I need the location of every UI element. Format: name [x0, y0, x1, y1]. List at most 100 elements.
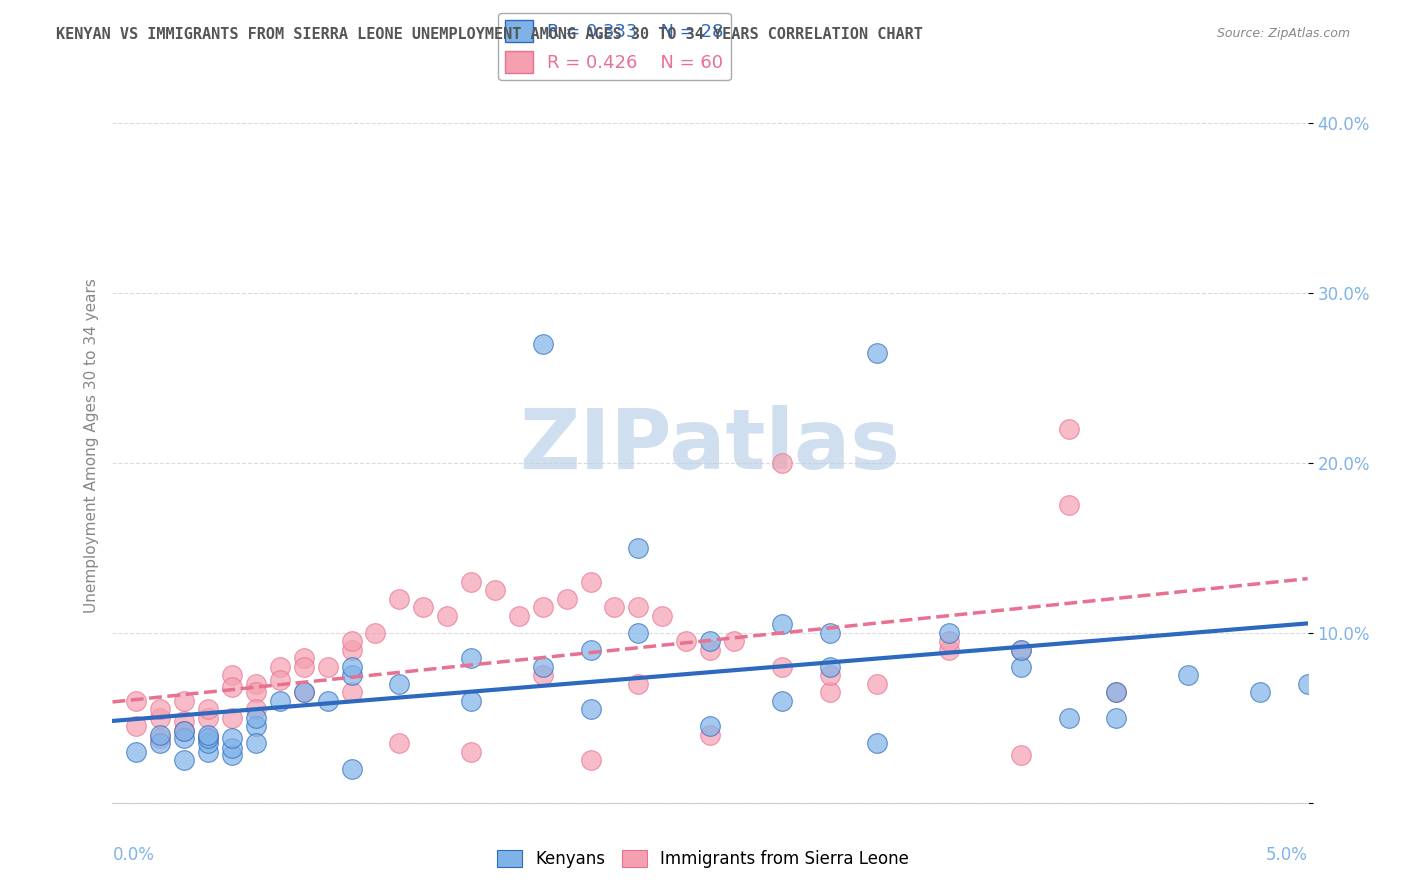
Point — [531, 600, 554, 615]
Point — [173, 724, 195, 739]
Point — [627, 541, 650, 555]
Point — [197, 731, 219, 746]
Point — [938, 634, 960, 648]
Legend: R = 0.333    N = 28, R = 0.426    N = 60: R = 0.333 N = 28, R = 0.426 N = 60 — [498, 12, 731, 80]
Point — [531, 668, 554, 682]
Point — [149, 736, 172, 750]
Point — [699, 728, 721, 742]
Point — [1010, 660, 1032, 674]
Point — [173, 731, 195, 746]
Text: Source: ZipAtlas.com: Source: ZipAtlas.com — [1216, 27, 1350, 40]
Point — [269, 660, 291, 674]
Point — [484, 583, 506, 598]
Point — [292, 685, 315, 699]
Text: ZIPatlas: ZIPatlas — [520, 406, 900, 486]
Point — [818, 660, 841, 674]
Point — [770, 660, 793, 674]
Point — [292, 660, 315, 674]
Point — [1057, 711, 1080, 725]
Point — [388, 677, 411, 691]
Point — [245, 677, 267, 691]
Point — [173, 714, 195, 729]
Point — [125, 719, 148, 733]
Point — [245, 685, 267, 699]
Point — [221, 731, 243, 746]
Text: KENYAN VS IMMIGRANTS FROM SIERRA LEONE UNEMPLOYMENT AMONG AGES 30 TO 34 YEARS CO: KENYAN VS IMMIGRANTS FROM SIERRA LEONE U… — [56, 27, 924, 42]
Text: 5.0%: 5.0% — [1265, 846, 1308, 863]
Point — [699, 634, 721, 648]
Point — [1010, 643, 1032, 657]
Point — [197, 736, 219, 750]
Point — [1057, 422, 1080, 436]
Point — [508, 608, 530, 623]
Point — [173, 724, 195, 739]
Point — [245, 719, 267, 733]
Point — [627, 600, 650, 615]
Point — [1057, 499, 1080, 513]
Point — [699, 719, 721, 733]
Point — [221, 668, 243, 682]
Point — [245, 702, 267, 716]
Point — [149, 728, 172, 742]
Point — [292, 651, 315, 665]
Point — [269, 673, 291, 688]
Point — [269, 694, 291, 708]
Text: 0.0%: 0.0% — [112, 846, 155, 863]
Point — [627, 626, 650, 640]
Point — [292, 685, 315, 699]
Point — [221, 748, 243, 763]
Point — [340, 660, 363, 674]
Point — [1249, 685, 1271, 699]
Point — [1105, 685, 1128, 699]
Point — [866, 345, 889, 359]
Point — [818, 668, 841, 682]
Point — [699, 643, 721, 657]
Point — [149, 711, 172, 725]
Point — [173, 694, 195, 708]
Point — [818, 626, 841, 640]
Point — [316, 694, 339, 708]
Point — [770, 456, 793, 470]
Point — [579, 753, 602, 767]
Point — [245, 711, 267, 725]
Point — [1105, 685, 1128, 699]
Point — [460, 651, 482, 665]
Point — [364, 626, 387, 640]
Point — [460, 574, 482, 589]
Point — [866, 736, 889, 750]
Point — [197, 711, 219, 725]
Point — [555, 591, 578, 606]
Point — [388, 591, 411, 606]
Point — [149, 731, 172, 746]
Point — [938, 643, 960, 657]
Point — [531, 337, 554, 351]
Point — [340, 668, 363, 682]
Point — [1105, 711, 1128, 725]
Point — [149, 702, 172, 716]
Point — [603, 600, 626, 615]
Point — [125, 694, 148, 708]
Point — [197, 731, 219, 746]
Legend: Kenyans, Immigrants from Sierra Leone: Kenyans, Immigrants from Sierra Leone — [491, 843, 915, 875]
Point — [340, 685, 363, 699]
Point — [173, 753, 195, 767]
Point — [245, 736, 267, 750]
Point — [1010, 643, 1032, 657]
Point — [579, 574, 602, 589]
Point — [125, 745, 148, 759]
Point — [340, 762, 363, 776]
Point — [1177, 668, 1199, 682]
Point — [1010, 748, 1032, 763]
Point — [579, 702, 602, 716]
Point — [579, 643, 602, 657]
Point — [340, 643, 363, 657]
Point — [412, 600, 434, 615]
Point — [651, 608, 673, 623]
Point — [460, 694, 482, 708]
Point — [460, 745, 482, 759]
Y-axis label: Unemployment Among Ages 30 to 34 years: Unemployment Among Ages 30 to 34 years — [83, 278, 98, 614]
Point — [221, 741, 243, 756]
Point — [388, 736, 411, 750]
Point — [770, 694, 793, 708]
Point — [531, 660, 554, 674]
